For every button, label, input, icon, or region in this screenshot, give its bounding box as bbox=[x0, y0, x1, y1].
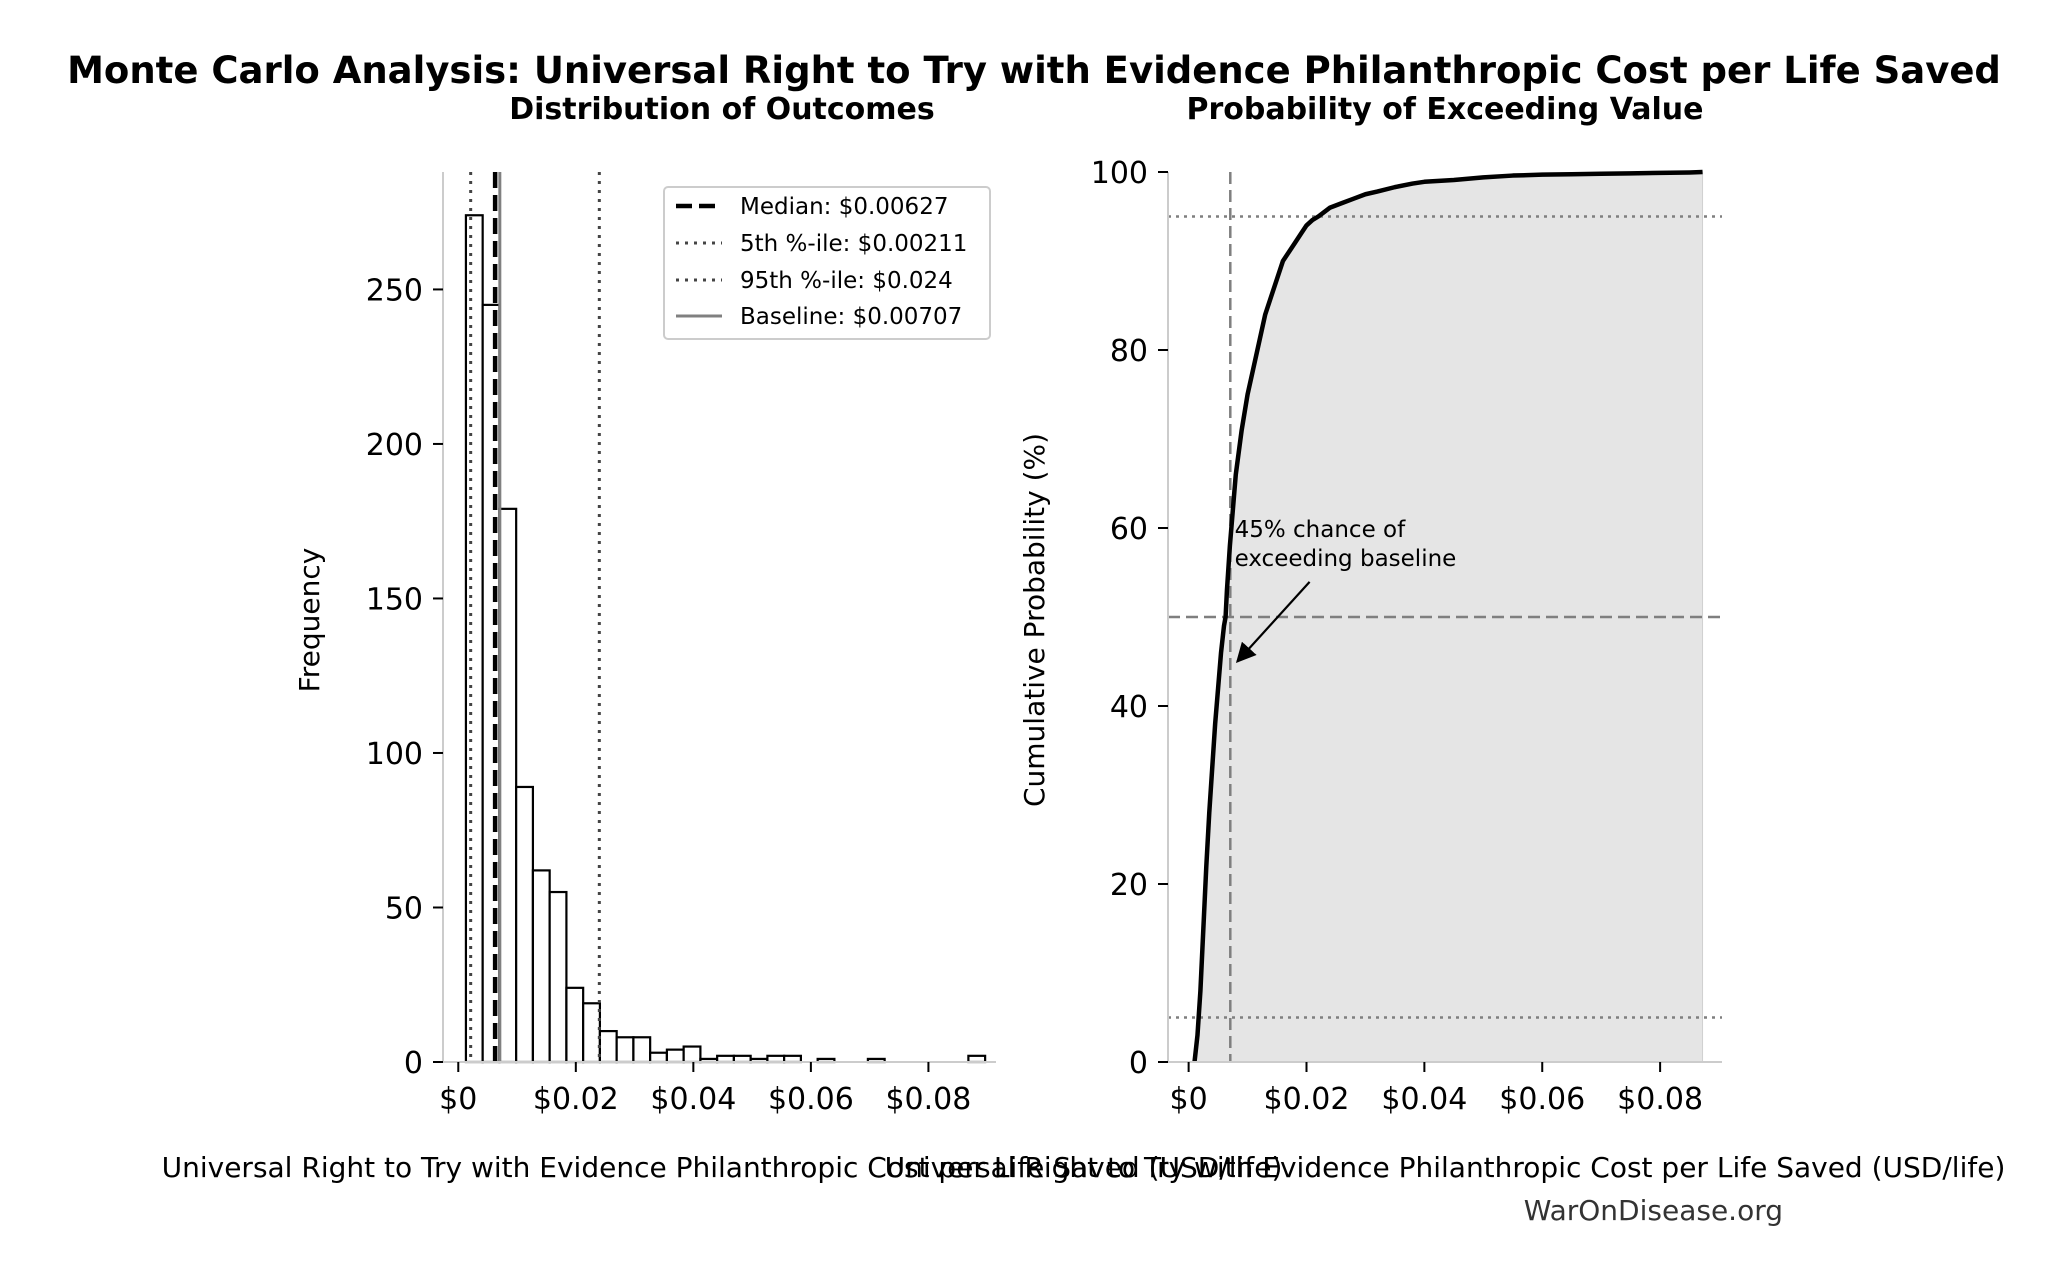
histogram-bar bbox=[565, 986, 585, 1064]
histogram-bar bbox=[531, 869, 551, 1064]
cumulative-y-ticks: 0 20 40 60 80 100 bbox=[1091, 156, 1168, 1081]
histogram-x-tick-label: $0.08 bbox=[885, 1082, 971, 1117]
cumulative-x-axis-label: Universal Right to Try with Evidence Phi… bbox=[885, 1151, 2006, 1184]
cumulative-curve bbox=[1192, 169, 1703, 1063]
histogram-x-ticks: $0 $0.02 $0.04 $0.06 $0.08 bbox=[439, 1062, 971, 1117]
histogram-x-tick-label: $0.02 bbox=[533, 1082, 619, 1117]
histogram-y-axis-label: Frequency bbox=[293, 548, 326, 693]
cumulative-y-tick-label: 60 bbox=[1110, 512, 1148, 547]
histogram-bar bbox=[515, 785, 535, 1064]
cumulative-x-tick-label: $0.02 bbox=[1264, 1082, 1350, 1117]
histogram-bar bbox=[649, 1051, 669, 1064]
cumulative-y-tick-label: 40 bbox=[1110, 690, 1148, 725]
histogram-bar bbox=[498, 507, 518, 1064]
histogram-panel: Distribution of Outcomes $0 $0.02 $0.04 $0.… bbox=[162, 92, 1283, 1184]
histogram-y-tick-label: 200 bbox=[366, 428, 423, 463]
legend: Median: $0.00627 5th %-ile: $0.00211 95t… bbox=[663, 186, 991, 340]
legend-entry-95th-percentile: 95th %-ile: $0.024 bbox=[676, 268, 953, 294]
legend-label-baseline: Baseline: $0.00707 bbox=[740, 304, 962, 330]
histogram-bars bbox=[464, 214, 987, 1064]
histogram-bar bbox=[615, 1036, 635, 1064]
annotation-arrow bbox=[1235, 581, 1311, 663]
legend-label-median: Median: $0.00627 bbox=[740, 194, 948, 220]
legend-label-5th-percentile: 5th %-ile: $0.00211 bbox=[740, 231, 967, 257]
cumulative-y-tick-label: 100 bbox=[1091, 156, 1148, 191]
legend-box bbox=[663, 186, 991, 340]
histogram-bar bbox=[598, 1029, 618, 1064]
legend-entry-baseline: Baseline: $0.00707 bbox=[676, 304, 962, 330]
annotation-line-1: 45% chance of bbox=[1235, 517, 1407, 543]
histogram-bar bbox=[548, 890, 568, 1064]
cumulative-panel: Probability of Exceeding Value $0 $0.02 $0… bbox=[885, 92, 2006, 1184]
histogram-y-tick-label: 50 bbox=[385, 891, 423, 926]
cumulative-y-tick-label: 80 bbox=[1110, 334, 1148, 369]
figure-title: Monte Carlo Analysis: Universal Right to… bbox=[67, 49, 2001, 92]
cumulative-x-tick-label: $0 bbox=[1170, 1082, 1208, 1117]
histogram-y-tick-label: 250 bbox=[366, 273, 423, 308]
annotation-line-2: exceeding baseline bbox=[1235, 546, 1457, 572]
legend-entry-median: Median: $0.00627 bbox=[676, 194, 948, 220]
cumulative-x-tick-label: $0.06 bbox=[1499, 1082, 1585, 1117]
histogram-x-tick-label: $0 bbox=[439, 1082, 477, 1117]
histogram-bar bbox=[682, 1045, 702, 1064]
histogram-x-axis-label: Universal Right to Try with Evidence Phi… bbox=[162, 1151, 1283, 1184]
cumulative-x-tick-label: $0.04 bbox=[1381, 1082, 1467, 1117]
watermark: WarOnDisease.org bbox=[1524, 1194, 1783, 1227]
histogram-y-ticks: 0 50 100 150 200 250 bbox=[366, 273, 443, 1081]
histogram-axes bbox=[442, 172, 996, 1063]
legend-label-95th-percentile: 95th %-ile: $0.024 bbox=[740, 268, 953, 294]
cumulative-subtitle: Probability of Exceeding Value bbox=[1186, 92, 1703, 127]
cumulative-y-tick-label: 20 bbox=[1110, 868, 1148, 903]
histogram-x-tick-label: $0.06 bbox=[768, 1082, 854, 1117]
histogram-bar bbox=[632, 1036, 652, 1064]
annotation-text: 45% chance of exceeding baseline bbox=[1235, 517, 1457, 572]
cumulative-axes bbox=[1167, 172, 1722, 1063]
histogram-y-tick-label: 0 bbox=[404, 1046, 423, 1081]
cumulative-y-axis-label: Cumulative Probability (%) bbox=[1018, 433, 1051, 807]
histogram-bar bbox=[464, 214, 484, 1064]
histogram-y-tick-label: 150 bbox=[366, 582, 423, 617]
legend-entry-5th-percentile: 5th %-ile: $0.00211 bbox=[676, 231, 967, 257]
cumulative-y-tick-label: 0 bbox=[1129, 1046, 1148, 1081]
baseline-annotation: 45% chance of exceeding baseline bbox=[1235, 517, 1457, 663]
cumulative-reference-lines bbox=[1168, 172, 1722, 1062]
histogram-y-tick-label: 100 bbox=[366, 737, 423, 772]
histogram-x-tick-label: $0.04 bbox=[650, 1082, 736, 1117]
histogram-bar bbox=[665, 1048, 685, 1064]
cumulative-x-ticks: $0 $0.02 $0.04 $0.06 $0.08 bbox=[1170, 1062, 1703, 1117]
histogram-reference-lines bbox=[469, 172, 601, 1062]
cumulative-x-tick-label: $0.08 bbox=[1617, 1082, 1703, 1117]
histogram-bar bbox=[582, 1002, 602, 1064]
histogram-subtitle: Distribution of Outcomes bbox=[509, 92, 935, 127]
